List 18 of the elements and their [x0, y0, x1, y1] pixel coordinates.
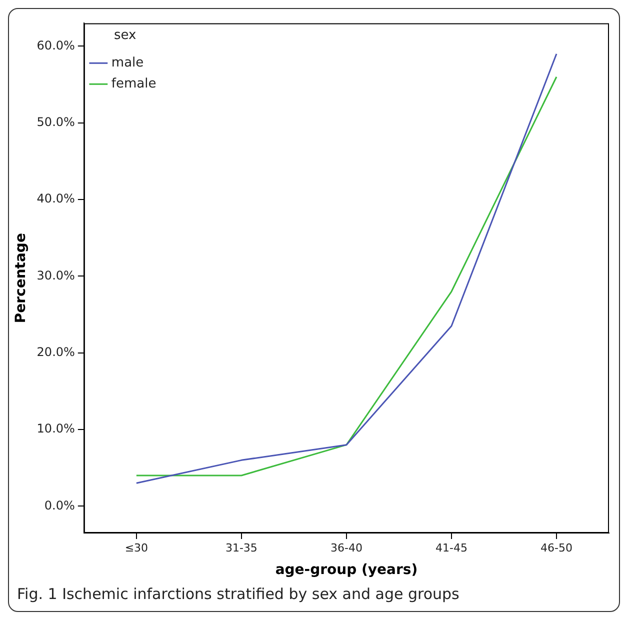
- y-tick-label: 50.0%: [36, 114, 75, 129]
- y-axis-title: Percentage: [13, 233, 30, 324]
- legend-label: male: [111, 55, 144, 70]
- y-tick-label: 30.0%: [36, 268, 75, 282]
- x-tick-label: ≤30: [124, 541, 148, 554]
- x-tick-label: 36-40: [330, 541, 362, 554]
- y-tick-label: 60.0%: [36, 38, 75, 52]
- x-tick-label: 31-35: [225, 541, 258, 554]
- y-tick-label: 10.0%: [36, 422, 75, 436]
- legend-title: sex: [114, 28, 136, 43]
- legend-label: female: [111, 76, 156, 92]
- x-tick-label: 41-45: [435, 541, 468, 554]
- x-tick-label: 46-50: [540, 541, 572, 554]
- y-tick-label: 20.0%: [36, 344, 75, 359]
- y-tick-label: 0.0%: [44, 498, 75, 512]
- caption: Fig. 1 Ischemic infarctions stratified by sex and age groups: [16, 584, 460, 605]
- y-tick-label: 40.0%: [36, 192, 75, 206]
- x-axis-title: age-group (years): [275, 562, 418, 578]
